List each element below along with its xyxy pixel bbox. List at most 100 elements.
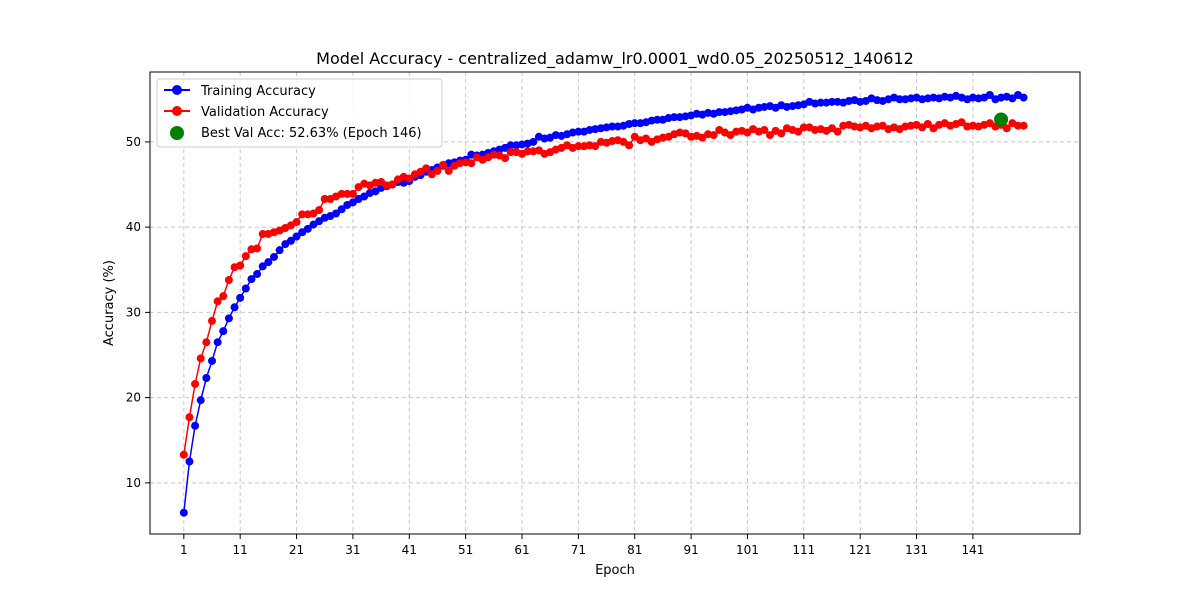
val-point [799, 123, 808, 132]
val-point [343, 189, 352, 198]
val-point [258, 229, 267, 238]
val-point [213, 297, 222, 306]
train-point [1019, 93, 1028, 102]
train-point [253, 270, 262, 279]
val-point [298, 210, 307, 219]
val-point [523, 147, 532, 156]
train-point [630, 119, 639, 128]
val-point [501, 154, 510, 163]
y-tick-label: 30 [126, 305, 141, 319]
val-point [923, 119, 932, 128]
train-point [191, 421, 200, 430]
train-point [332, 209, 340, 218]
val-point [467, 159, 476, 168]
y-tick-label: 20 [126, 391, 141, 405]
val-point [591, 142, 600, 151]
val-point [1002, 124, 1011, 133]
train-point [286, 236, 295, 245]
train-point [303, 224, 312, 233]
val-point [709, 131, 718, 140]
val-point [348, 189, 357, 198]
val-point [433, 166, 442, 175]
train-point [828, 97, 836, 106]
val-point [766, 131, 774, 140]
legend-best-label: Best Val Acc: 52.63% (Epoch 146) [201, 126, 422, 141]
val-point [422, 164, 431, 173]
x-tick-label: 41 [402, 543, 417, 557]
train-point [270, 252, 278, 261]
val-point [574, 142, 583, 151]
train-point [529, 137, 538, 146]
val-point [179, 450, 188, 459]
legend: Training Accuracy Validation Accuracy Be… [156, 78, 443, 148]
val-point [315, 206, 324, 215]
train-point [179, 508, 188, 517]
val-point [224, 275, 233, 284]
train-point [208, 356, 216, 365]
train-point [337, 205, 346, 214]
x-tick-label: 81 [627, 543, 642, 557]
legend-best-marker [170, 126, 184, 140]
val-point [292, 218, 301, 227]
x-tick-label: 101 [736, 543, 759, 557]
train-point [185, 457, 194, 466]
train-point [816, 98, 825, 107]
val-point [236, 261, 245, 270]
train-point [219, 327, 228, 336]
train-point [241, 284, 250, 293]
val-point [388, 180, 397, 189]
val-point [208, 316, 216, 325]
x-tick-label: 141 [961, 543, 984, 557]
val-point [337, 189, 346, 198]
train-point [275, 246, 284, 255]
train-point [506, 141, 515, 150]
legend-val-marker [172, 106, 182, 116]
val-point [760, 125, 769, 134]
train-point [653, 115, 662, 124]
val-point [1019, 121, 1028, 130]
x-tick-label: 91 [683, 543, 698, 557]
val-point [777, 129, 786, 138]
val-point [957, 118, 966, 127]
train-point [608, 122, 617, 131]
x-tick-label: 51 [458, 543, 473, 557]
x-axis: 1 11 21 31 41 51 61 71 81 91 101 111 121 131 141 [180, 534, 984, 557]
y-tick-label: 10 [126, 476, 141, 490]
train-point [715, 108, 724, 117]
train-point [292, 232, 301, 241]
val-point [1014, 121, 1022, 130]
val-point [625, 141, 634, 150]
x-tick-label: 111 [792, 543, 815, 557]
y-tick-label: 50 [126, 135, 141, 149]
train-point [196, 396, 205, 405]
x-tick-label: 21 [289, 543, 304, 557]
train-point [224, 314, 233, 323]
series-layer [179, 91, 1028, 517]
y-axis-label: Accuracy (%) [102, 260, 117, 346]
y-axis: 10 20 30 40 50 [126, 135, 150, 490]
x-axis-label: Epoch [595, 563, 635, 578]
plot-border [149, 71, 1081, 535]
val-point [405, 174, 414, 183]
val-point [444, 166, 453, 175]
val-point [202, 338, 211, 347]
x-tick-label: 71 [571, 543, 586, 557]
train-point [202, 374, 211, 383]
train-point [247, 275, 256, 284]
train-point [213, 338, 222, 347]
legend-box [156, 78, 443, 148]
val-point [191, 379, 200, 388]
y-tick-label: 40 [126, 220, 141, 234]
x-tick-label: 61 [514, 543, 529, 557]
x-tick-label: 11 [233, 543, 248, 557]
train-point [895, 95, 904, 104]
legend-train-marker [172, 85, 182, 95]
val-point [320, 195, 329, 204]
val-point [833, 127, 842, 136]
val-point [219, 292, 228, 301]
val-point [196, 354, 205, 363]
legend-val-label: Validation Accuracy [201, 105, 329, 120]
train-point [670, 113, 679, 122]
